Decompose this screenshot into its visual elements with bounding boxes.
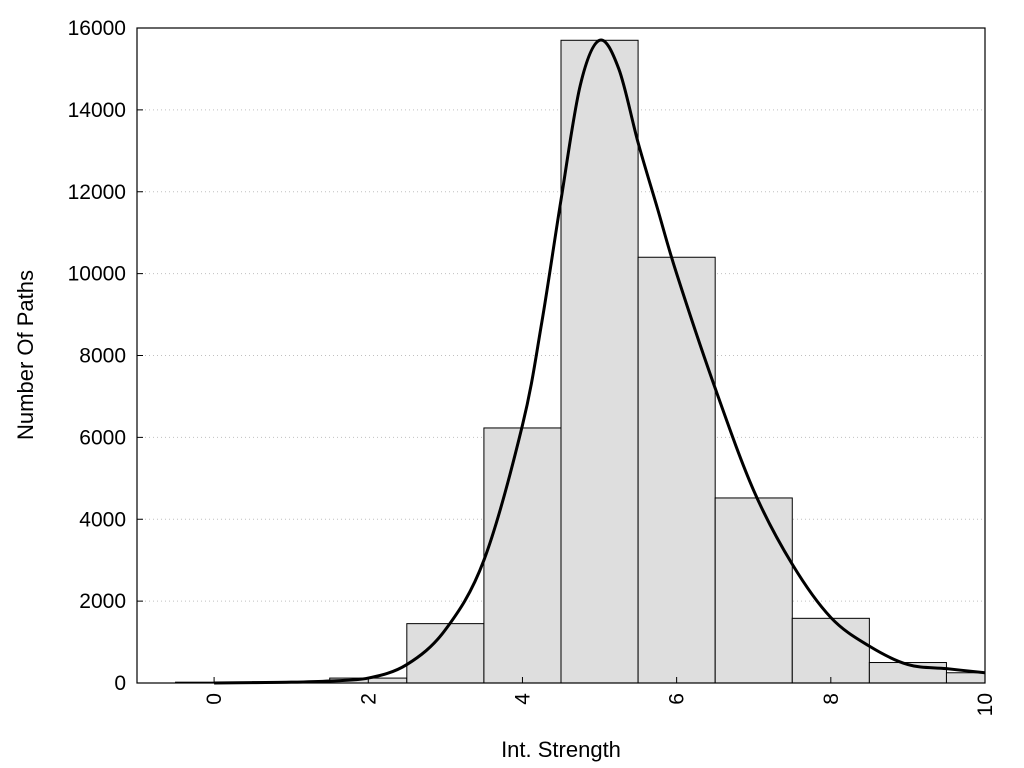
x-tick-label: 4 bbox=[511, 693, 534, 705]
bar bbox=[714, 497, 793, 684]
bar bbox=[945, 672, 986, 684]
density-curve bbox=[214, 38, 986, 685]
y-tick-label: 12000 bbox=[68, 181, 126, 204]
bars bbox=[175, 39, 986, 684]
y-tick-label: 8000 bbox=[79, 345, 126, 368]
x-tick-labels: 0 2 4 6 8 10 bbox=[203, 693, 997, 717]
axis-ticks bbox=[137, 27, 986, 684]
y-tick-label: 4000 bbox=[79, 508, 126, 531]
x-tick-label: 0 bbox=[203, 693, 226, 705]
y-tick-labels: 0 2000 4000 6000 8000 10000 12000 14000 16000 bbox=[68, 17, 126, 695]
bar bbox=[791, 617, 870, 684]
x-tick-label: 10 bbox=[974, 693, 997, 716]
x-tick-label: 8 bbox=[820, 693, 843, 705]
bar bbox=[483, 427, 562, 684]
y-tick-label: 2000 bbox=[79, 590, 126, 613]
y-tick-label: 16000 bbox=[68, 17, 126, 40]
y-axis-label: Number Of Paths bbox=[13, 270, 38, 440]
x-axis-label: Int. Strength bbox=[501, 737, 621, 762]
x-tick-label: 2 bbox=[357, 693, 380, 705]
bar bbox=[637, 256, 716, 684]
y-tick-label: 0 bbox=[114, 672, 126, 695]
bar bbox=[560, 39, 639, 684]
y-tick-label: 6000 bbox=[79, 426, 126, 449]
bar bbox=[406, 623, 485, 684]
y-tick-label: 14000 bbox=[68, 99, 126, 122]
density-curve-layer bbox=[214, 38, 986, 685]
y-tick-label: 10000 bbox=[68, 263, 126, 286]
x-tick-label: 6 bbox=[666, 693, 689, 705]
